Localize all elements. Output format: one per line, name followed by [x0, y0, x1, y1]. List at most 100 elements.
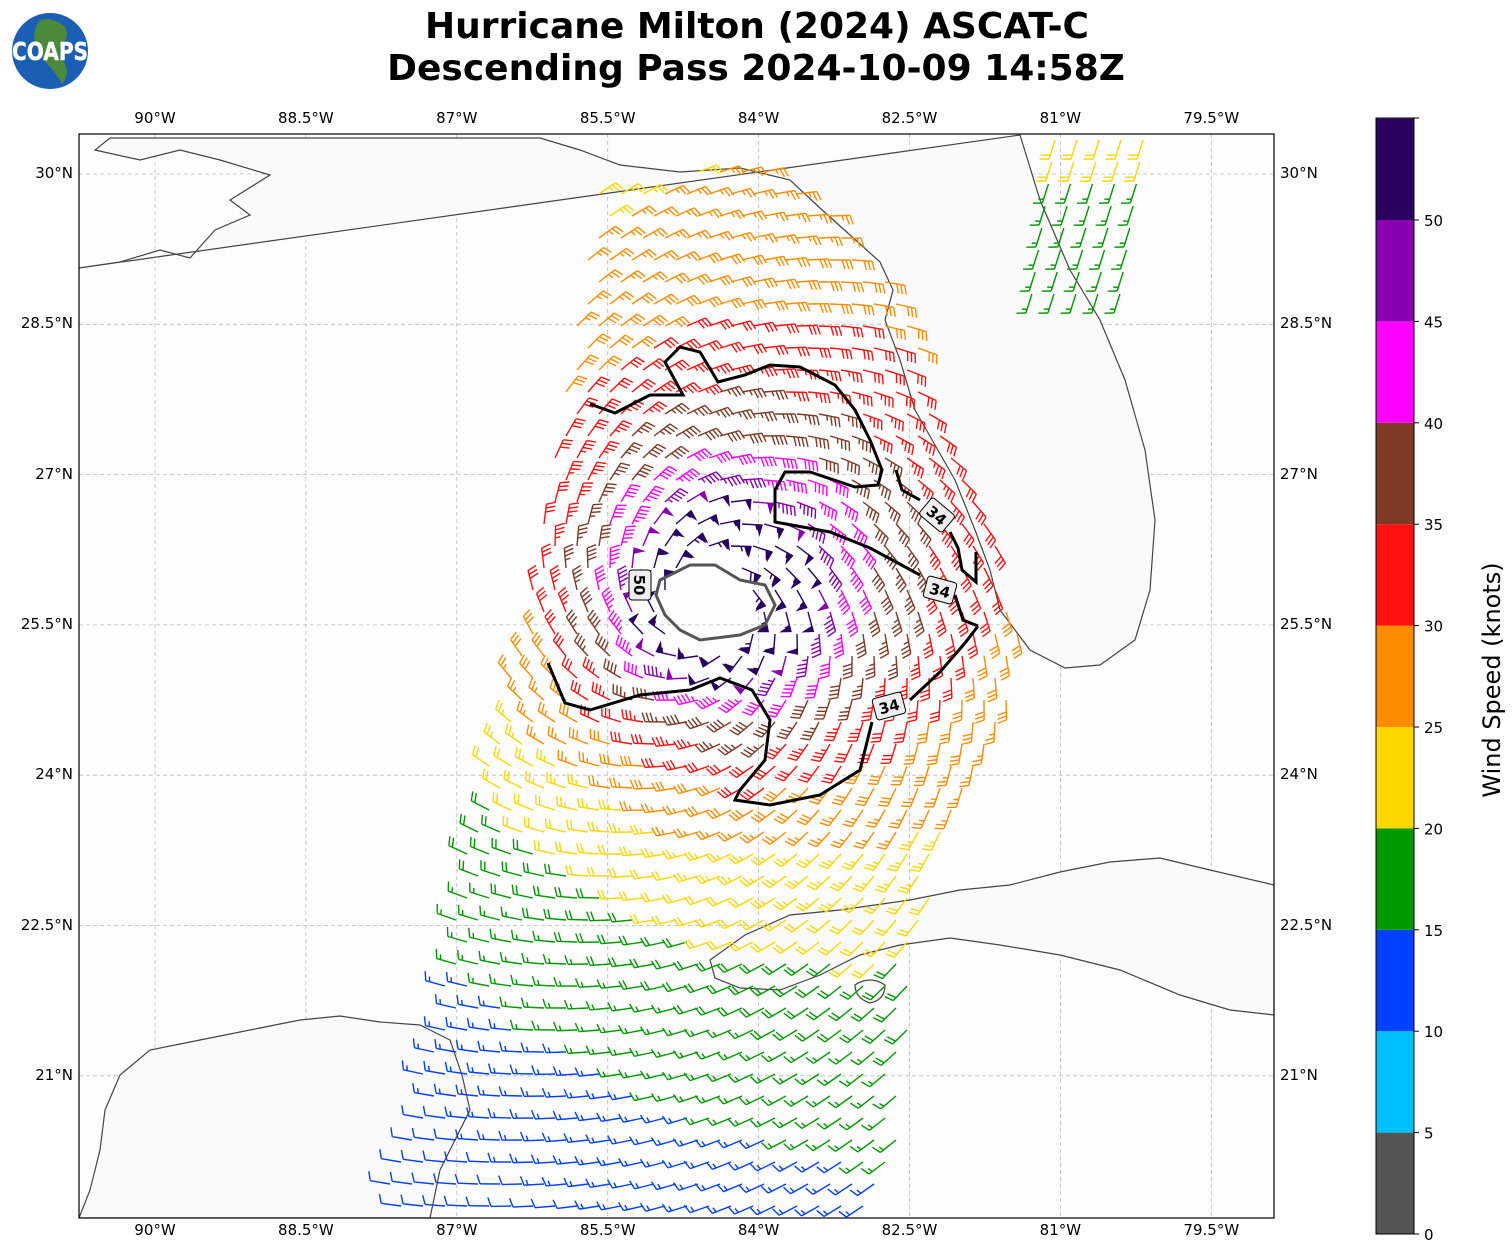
wind-barb: [565, 865, 589, 877]
wind-barb: [650, 1181, 677, 1191]
wind-barb: [543, 908, 567, 921]
wind-barb: [728, 853, 754, 865]
wind-barb: [1039, 139, 1056, 160]
wind-barb: [904, 589, 916, 616]
wind-barb: [1036, 161, 1053, 182]
wind-barb: [739, 875, 765, 887]
wind-barb: [476, 1174, 501, 1185]
wind-barb: [752, 411, 778, 422]
colorbar-frame: [1375, 117, 1415, 1235]
coastlines: [79, 134, 1274, 1218]
wind-barb: [639, 1070, 666, 1080]
lon-label-bottom: 87°W: [436, 1221, 478, 1239]
wind-barb: [739, 787, 765, 801]
wind-barb: [807, 567, 822, 590]
wind-barb: [763, 167, 789, 178]
wind-barb: [846, 611, 859, 638]
wind-barb: [653, 206, 680, 217]
wind-barb: [862, 369, 884, 385]
wind-barb: [772, 941, 798, 954]
lon-label-top: 84°W: [737, 109, 780, 127]
wind-barb: [801, 611, 815, 633]
wind-barb: [547, 725, 567, 745]
wind-barb: [738, 1095, 765, 1106]
wind-barb: [785, 435, 809, 448]
wind-barb: [719, 385, 746, 397]
wind-barb: [554, 439, 573, 459]
wind-barb: [763, 389, 789, 401]
wind-barb: [574, 1200, 600, 1210]
wind-barb: [774, 189, 800, 200]
wind-barb: [972, 501, 987, 526]
wind-barb: [620, 442, 643, 459]
wind-barb: [479, 905, 501, 921]
wind-barb: [697, 514, 720, 527]
colorbar-tick-label: 20: [1424, 820, 1443, 838]
wind-barb: [727, 897, 754, 908]
wind-barb: [608, 823, 633, 833]
wind-barb: [1060, 293, 1077, 314]
wind-barb: [1120, 183, 1138, 204]
wind-barb: [842, 809, 864, 828]
wind-barb: [705, 764, 732, 776]
colorbar-tick-label: 15: [1424, 922, 1443, 940]
wind-barb: [483, 722, 501, 745]
svg-text:50: 50: [630, 575, 648, 596]
lon-label-top: 81°W: [1039, 109, 1082, 127]
wind-barb: [906, 699, 919, 723]
wind-barb: [552, 632, 567, 657]
wind-barb: [917, 523, 932, 548]
wind-barb: [926, 743, 941, 766]
colorbar-tick-label: 35: [1424, 516, 1443, 534]
wind-barb: [829, 214, 854, 225]
wind-barb: [761, 875, 787, 889]
wind-barb: [683, 1204, 710, 1214]
wind-barb: [446, 926, 468, 943]
wind-barb: [828, 1007, 853, 1022]
wind-barb: [890, 765, 908, 786]
wind-barb: [906, 457, 925, 479]
wind-barb: [749, 1073, 776, 1084]
wind-barb: [1067, 249, 1084, 270]
wind-barb: [730, 498, 752, 512]
wind-barb: [609, 247, 635, 261]
wind-barb: [868, 611, 881, 638]
wind-barb: [609, 291, 635, 305]
wind-barb: [457, 949, 479, 965]
wind-barb: [618, 1025, 644, 1035]
wind-barb: [586, 866, 611, 877]
wind-barb: [762, 787, 787, 803]
wind-barb: [650, 1093, 677, 1103]
wind-barb: [445, 971, 468, 987]
wind-barb: [568, 727, 589, 745]
wind-barb: [653, 465, 678, 481]
wind-barb: [752, 545, 774, 563]
wind-barb: [910, 655, 921, 681]
wind-barb: [896, 919, 919, 937]
wind-barb: [563, 1044, 589, 1055]
wind-barb: [598, 355, 623, 371]
colorbar-tick-label: 30: [1424, 618, 1443, 636]
wind-barb: [929, 699, 941, 724]
wind-barb: [829, 259, 854, 270]
wind-barb: [761, 831, 787, 845]
wind-barb: [651, 826, 677, 837]
wind-barb: [531, 1020, 556, 1031]
wind-barb: [697, 383, 724, 396]
wind-barb: [728, 809, 754, 822]
wind-barb: [884, 985, 908, 1002]
wind-barb: [779, 611, 792, 633]
wind-barb: [412, 1083, 435, 1097]
wind-barb: [1102, 161, 1119, 182]
wind-barb: [434, 1038, 457, 1053]
wind-barb: [618, 846, 644, 857]
wind-barb: [730, 453, 756, 466]
lat-label-left: 22.5°N: [20, 915, 73, 934]
cuba: [709, 857, 1274, 1016]
wind-barb: [862, 325, 885, 339]
wind-barb: [851, 391, 873, 407]
wind-barb: [447, 881, 468, 899]
wind-barb: [651, 736, 677, 747]
wind-barb: [609, 504, 627, 525]
wind-barb: [666, 667, 688, 680]
